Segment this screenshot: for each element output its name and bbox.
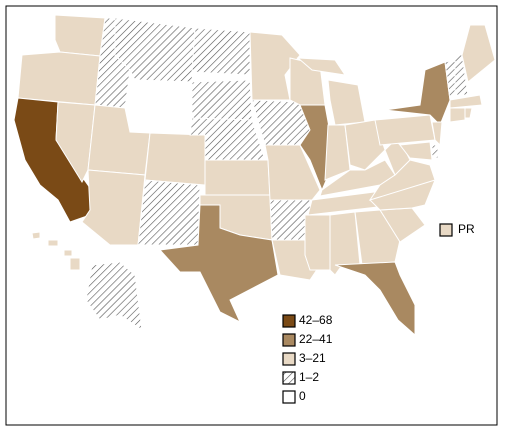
state [31, 231, 41, 240]
state [204, 159, 271, 196]
legend-label: 0 [299, 389, 306, 403]
state [191, 79, 253, 121]
territory-label: PR [458, 222, 475, 236]
legend-swatch [282, 371, 296, 385]
legend-label: 22–41 [299, 332, 333, 346]
state [374, 114, 436, 146]
state [334, 261, 416, 337]
state [191, 27, 251, 76]
state [47, 239, 59, 247]
state [55, 101, 96, 184]
state [327, 79, 366, 126]
state [431, 144, 439, 159]
state [431, 121, 443, 147]
state [344, 119, 386, 171]
state [384, 61, 451, 126]
state [296, 57, 347, 76]
state [81, 169, 146, 246]
state [63, 249, 73, 257]
state [85, 261, 143, 332]
territory-swatch [439, 223, 453, 237]
legend-label: 3–21 [299, 351, 326, 365]
state [454, 54, 469, 96]
state [449, 94, 483, 109]
state [464, 107, 473, 119]
state [399, 141, 433, 161]
state [319, 159, 396, 197]
state [158, 204, 279, 324]
territory: PR [439, 222, 475, 237]
legend-swatch [282, 390, 296, 404]
state [129, 79, 193, 136]
state [304, 214, 331, 271]
state [69, 257, 81, 271]
frame [5, 5, 498, 426]
legend: 42–68 22–41 3–21 1–2 0 [282, 313, 333, 404]
legend-label: 42–68 [299, 313, 333, 327]
state [137, 179, 201, 246]
state [54, 14, 106, 57]
state [17, 51, 101, 106]
state [461, 24, 496, 83]
legend-swatch [282, 352, 296, 366]
legend-swatch [282, 333, 296, 347]
legend-label: 1–2 [299, 370, 319, 384]
state [449, 107, 466, 123]
us-map [13, 14, 496, 337]
legend-swatch [282, 314, 296, 328]
state [144, 132, 206, 186]
